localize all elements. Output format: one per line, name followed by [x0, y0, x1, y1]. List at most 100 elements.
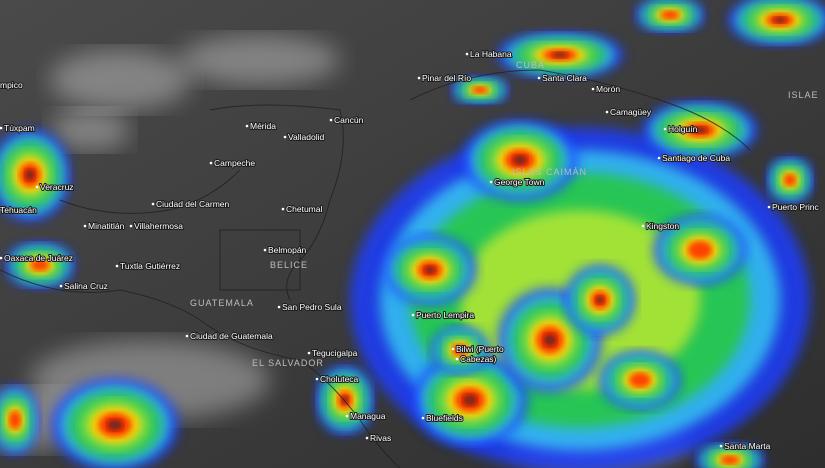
- cloud-haze: [50, 110, 130, 150]
- place-label: Puerto Lempira: [416, 310, 474, 320]
- convection: [343, 397, 347, 403]
- place-marker: [263, 248, 267, 252]
- place-marker: [537, 76, 541, 80]
- place-marker: [59, 284, 63, 288]
- place-marker: [451, 347, 455, 351]
- convection: [452, 344, 468, 356]
- place-label: Camagüey: [610, 107, 652, 117]
- place-label: Ciudad de Guatemala: [190, 331, 273, 341]
- place-label: Holguín: [668, 124, 698, 134]
- place-marker: [277, 305, 281, 309]
- place-label: Villahermosa: [134, 221, 183, 231]
- place-label: Salina Cruz: [64, 281, 108, 291]
- place-label: Morón: [596, 84, 620, 94]
- place-marker: [209, 161, 213, 165]
- place-marker: [329, 118, 333, 122]
- place-marker: [115, 264, 119, 268]
- place-label: Chetumal: [286, 204, 322, 214]
- place-marker: [0, 83, 4, 87]
- place-marker: [489, 180, 493, 184]
- cloud-haze: [50, 50, 190, 110]
- convection: [466, 397, 474, 403]
- place-marker: [185, 334, 189, 338]
- place-marker: [641, 224, 645, 228]
- place-label: Choluteca: [320, 374, 359, 384]
- place-label: Oaxaca de Juárez: [4, 253, 73, 263]
- place-marker: [35, 185, 39, 189]
- place-marker: [151, 202, 155, 206]
- convection: [31, 259, 49, 271]
- place-label: Santa Clara: [542, 73, 587, 83]
- convection: [776, 18, 784, 22]
- place-marker: [307, 351, 311, 355]
- place-marker: [465, 52, 469, 56]
- place-label: Campeche: [214, 158, 255, 168]
- place-label: San Pedro Sula: [282, 302, 342, 312]
- borders: [0, 69, 751, 468]
- place-marker: [0, 208, 4, 212]
- place-label: Managua: [350, 411, 386, 421]
- convection: [721, 455, 739, 465]
- place-label: Tehuacán: [0, 205, 37, 215]
- country-label: EL SALVADOR: [252, 358, 324, 368]
- convection: [597, 297, 603, 303]
- place-marker: [657, 156, 661, 160]
- place-label: Minatitlán: [88, 221, 125, 231]
- place-label: Túxpam: [4, 123, 35, 133]
- convection: [696, 128, 704, 132]
- place-marker: [719, 444, 723, 448]
- place-marker: [663, 127, 667, 131]
- country-label: CUBA: [516, 60, 545, 70]
- cloud-haze: [180, 35, 340, 85]
- convection: [9, 411, 21, 429]
- convection: [688, 241, 712, 259]
- convection: [472, 86, 488, 94]
- convection: [629, 372, 651, 388]
- place-label: George Town: [494, 177, 545, 187]
- place-marker: [591, 87, 595, 91]
- place-label: Santa Marta: [724, 441, 771, 451]
- country-label: ISLAS CAIMÁN: [512, 167, 587, 177]
- place-label: Veracruz: [40, 182, 74, 192]
- convection: [784, 174, 796, 186]
- place-label: Bilwi (Puerto: [456, 344, 504, 354]
- place-label: Tuxtla Gutiérrez: [120, 261, 180, 271]
- place-label: Mérida: [250, 121, 276, 131]
- place-marker: [767, 205, 771, 209]
- place-marker: [365, 436, 369, 440]
- convection: [111, 422, 119, 428]
- place-marker: [417, 76, 421, 80]
- place-label: Belmopán: [268, 245, 307, 255]
- labels: mpico Túxpam Veracruz Tehuacán Oaxaca de Juá…: [0, 48, 821, 452]
- place-marker: [345, 414, 349, 418]
- place-marker: [421, 416, 425, 420]
- place-label: Tegucigalpa: [312, 348, 358, 358]
- place-marker: [283, 135, 287, 139]
- place-marker: [281, 207, 285, 211]
- convection: [546, 336, 554, 344]
- place-marker: [129, 224, 133, 228]
- convection: [516, 157, 524, 163]
- place-marker: [411, 313, 415, 317]
- place-label: Cabezas): [460, 354, 497, 364]
- convection: [27, 172, 33, 178]
- place-label: Kingston: [646, 221, 679, 231]
- place-marker: [315, 377, 319, 381]
- place-marker: [245, 124, 249, 128]
- place-label: Bluefields: [426, 413, 463, 423]
- place-marker: [455, 357, 459, 361]
- country-label: ISLAE: [788, 90, 819, 100]
- place-label: Ciudad del Carmen: [156, 199, 230, 209]
- place-label: Puerto Princ: [772, 202, 820, 212]
- place-marker: [0, 256, 3, 260]
- place-label: La Habana: [470, 49, 512, 59]
- convection: [661, 10, 679, 20]
- country-label: GUATEMALA: [190, 298, 254, 308]
- convection: [556, 53, 564, 57]
- place-label: Cancún: [334, 115, 364, 125]
- convection: [427, 267, 433, 273]
- country-label: BELICE: [270, 260, 308, 270]
- place-label: mpico: [0, 80, 23, 90]
